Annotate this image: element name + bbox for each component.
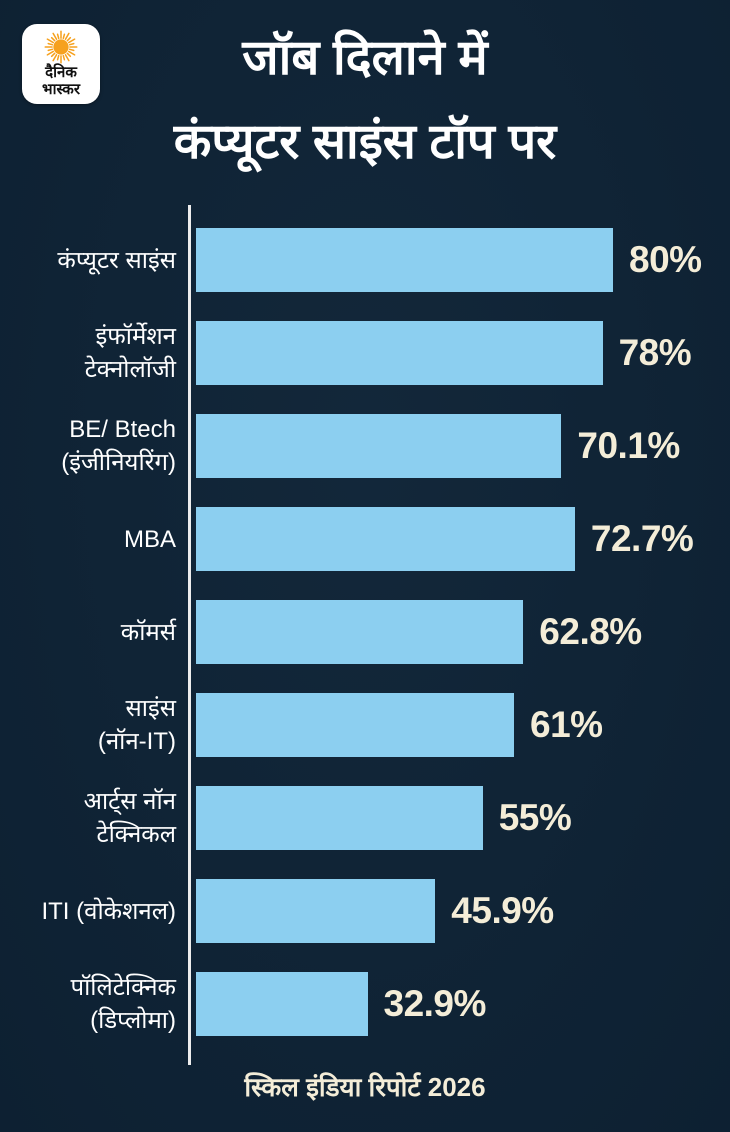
page-title: जॉब दिलाने में कंप्यूटर साइंस टॉप पर (0, 16, 730, 184)
bar (196, 228, 613, 292)
chart-row: आर्ट्स नॉन टेक्निकल 55% (0, 786, 730, 850)
category-label: पॉलिटेक्निक (डिप्लोमा) (70, 974, 176, 1034)
logo-text-line2: भास्कर (42, 81, 80, 98)
chart-row: पॉलिटेक्निक (डिप्लोमा) 32.9% (0, 972, 730, 1036)
bar (196, 507, 575, 571)
category-label: कंप्यूटर साइंस (57, 246, 176, 274)
category-label: आर्ट्स नॉन टेक्निकल (83, 788, 176, 848)
value-label: 32.9% (383, 983, 487, 1024)
chart-row: BE/ Btech (इंजीनियरिंग) 70.1% (0, 414, 730, 478)
category-label: ITI (वोकेशनल) (41, 897, 176, 925)
value-label: 78% (618, 332, 692, 373)
value-label: 61% (530, 704, 603, 745)
source-note: स्किल इंडिया रिपोर्ट 2026 (244, 1072, 486, 1102)
bar (196, 693, 514, 757)
category-label: साइंस (नॉन-IT) (97, 695, 176, 755)
category-label: इंफॉर्मेशन टेक्नोलॉजी (84, 323, 176, 383)
chart-row: कंप्यूटर साइंस 80% (0, 228, 730, 292)
value-label: 70.1% (577, 425, 680, 466)
dainik-bhaskar-logo: दैनिक भास्कर (22, 24, 100, 104)
chart-row: MBA 72.7% (0, 507, 730, 571)
title-line1: जॉब दिलाने में (242, 31, 488, 85)
logo-text: दैनिक भास्कर (42, 64, 80, 98)
value-label: 80% (629, 239, 702, 280)
bar-chart: कंप्यूटर साइंस 80% इंफॉर्मेशन टेक्नोलॉजी 78… (0, 205, 730, 1065)
bar (196, 414, 562, 478)
bar (196, 879, 436, 943)
bar (196, 600, 524, 664)
bar (196, 786, 483, 850)
category-label: MBA (123, 525, 176, 553)
chart-row: साइंस (नॉन-IT) 61% (0, 693, 730, 757)
sun-icon (44, 30, 78, 64)
chart-rows: कंप्यूटर साइंस 80% इंफॉर्मेशन टेक्नोलॉजी 78… (0, 228, 730, 1065)
bar (196, 321, 603, 385)
value-label: 72.7% (590, 518, 694, 559)
category-label: कॉमर्स (120, 618, 176, 646)
chart-row: कॉमर्स 62.8% (0, 600, 730, 664)
value-label: 55% (498, 797, 572, 838)
value-label: 62.8% (539, 611, 642, 652)
bar (196, 972, 368, 1036)
chart-row: ITI (वोकेशनल) 45.9% (0, 879, 730, 943)
chart-row: इंफॉर्मेशन टेक्नोलॉजी 78% (0, 321, 730, 385)
value-label: 45.9% (451, 890, 554, 931)
logo-text-line1: दैनिक (45, 64, 77, 81)
title-line2: कंप्यूटर साइंस टॉप पर (173, 115, 557, 169)
y-axis-line (188, 205, 191, 1065)
category-label: BE/ Btech (इंजीनियरिंग) (61, 416, 176, 476)
